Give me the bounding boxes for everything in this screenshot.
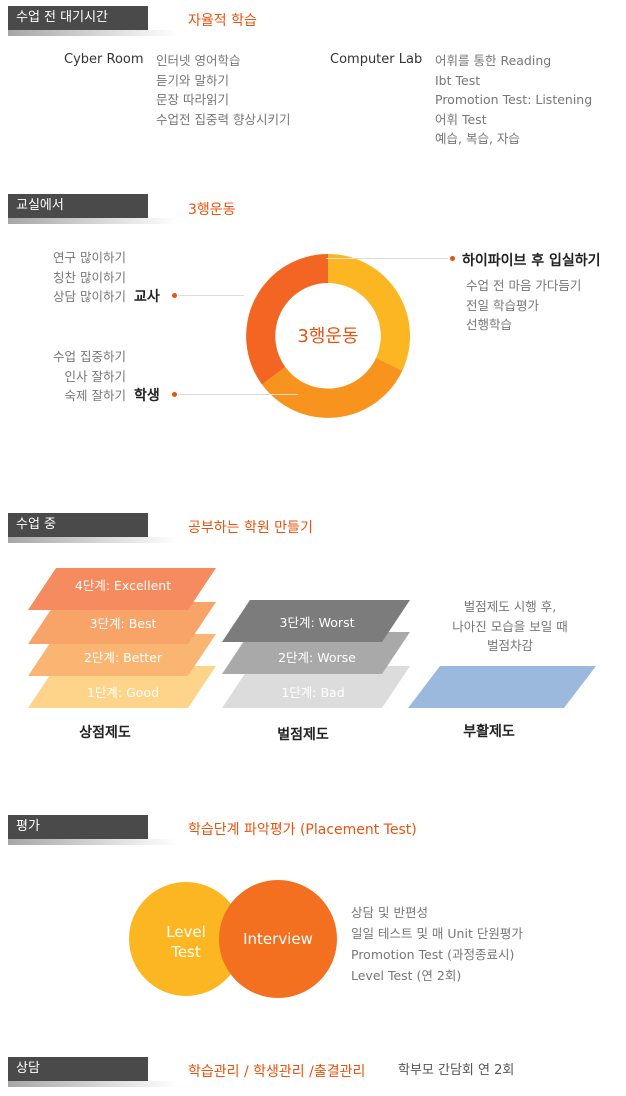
section-tab-during-class: 수업 중 [8, 513, 148, 537]
revival-description: 벌점제도 시행 후, 나아진 모습을 보일 때 벌점차감 [420, 597, 600, 656]
donut-chart [246, 254, 411, 418]
computer-lab-label: Computer Lab [330, 52, 423, 67]
tab-shadow [8, 537, 178, 543]
penalty-layer-3-label: 3단계: Worst [279, 615, 355, 630]
section-tab-label: 수업 중 [16, 517, 57, 532]
list-item: Promotion Test: Listening [435, 92, 593, 107]
text-line: 나아진 모습을 보일 때 [452, 618, 568, 634]
list-item: 연구 많이하기 [53, 250, 126, 265]
computer-lab-list: 어휘를 통한 Reading Ibt Test Promotion Test: … [435, 51, 592, 149]
section-tab-label: 평가 [16, 819, 40, 834]
list-item: Level Test (연 2회) [351, 968, 462, 983]
list-item: 어휘 Test [435, 111, 487, 127]
donut-center-label: 3행운동 [297, 326, 359, 347]
reward-layer-2-label: 2단계: Better [83, 650, 163, 665]
reward-layer-3 [28, 602, 216, 644]
section-title: 공부하는 학원 만들기 [188, 520, 313, 536]
interview-circle [219, 880, 337, 998]
section-tab-classroom: 교실에서 [8, 194, 148, 218]
list-item: 수업 집중하기 [53, 349, 126, 364]
text-line: 벌점제도 시행 후, [463, 599, 557, 614]
connector-line [178, 394, 298, 395]
reward-layer-4 [28, 568, 216, 610]
list-item: Promotion Test (과정종료시) [351, 947, 515, 962]
list-item: 칭찬 많이하기 [53, 269, 126, 285]
list-item: 전일 학습평가 [466, 297, 539, 313]
reward-system-label: 상점제도 [79, 725, 131, 741]
penalty-layer-3 [222, 600, 410, 642]
reward-layer-3-label: 3단계: Best [89, 616, 157, 631]
revival-layer [408, 666, 596, 708]
list-item: 수업 전 마음 가다듬기 [466, 278, 582, 293]
section-title: 학습단계 파악평가 (Placement Test) [188, 822, 417, 838]
list-item: Ibt Test [435, 72, 481, 88]
bullet-dot [172, 293, 177, 298]
text-line: Test [171, 943, 201, 961]
tab-shadow [8, 30, 178, 36]
text-line: Level [166, 923, 206, 941]
bullet-dot [172, 392, 177, 397]
list-item: 예습, 복습, 자습 [435, 131, 520, 146]
connector-line [178, 295, 244, 296]
penalty-layer-2-label: 2단계: Worse [278, 650, 356, 665]
section-tab-label: 교실에서 [16, 198, 64, 213]
cyber-room-label: Cyber Room [64, 52, 144, 67]
highfive-label: 하이파이브 후 입실하기 [462, 253, 601, 269]
reward-layer-1-label: 1단계: Good [86, 685, 160, 700]
student-label: 학생 [134, 388, 160, 404]
penalty-system-label: 벌점제도 [277, 727, 329, 743]
list-item: 듣기와 말하기 [156, 72, 229, 88]
penalty-layer-1-label: 1단계: Bad [281, 685, 345, 700]
section-title: 자율적 학습 [188, 13, 257, 29]
donut-segment-bottom [262, 358, 403, 418]
reward-layer-4-label: 4단계: Excellent [74, 578, 172, 593]
reward-layer-2 [28, 634, 216, 676]
list-item: 어휘를 통한 Reading [435, 53, 552, 68]
highfive-list: 수업 전 마음 가다듬기 전일 학습평가 선행학습 [466, 276, 581, 335]
penalty-stack [222, 600, 410, 708]
donut-segment-left [246, 254, 328, 385]
reward-layer-1 [28, 666, 216, 708]
list-item: 일일 테스트 및 매 Unit 단원평가 [351, 926, 523, 941]
list-item: 상담 및 반편성 [351, 905, 428, 920]
level-test-circle [129, 882, 243, 996]
list-item: 인사 잘하기 [64, 368, 126, 384]
section-tab-counseling: 상담 [8, 1057, 148, 1081]
teacher-label: 교사 [134, 289, 160, 305]
list-item: 숙제 잘하기 [64, 388, 126, 403]
penalty-layer-2 [222, 632, 410, 674]
evaluation-circles [129, 880, 337, 998]
evaluation-list: 상담 및 반편성 일일 테스트 및 매 Unit 단원평가 Promotion … [351, 902, 523, 986]
section-title: 3행운동 [188, 202, 236, 218]
cyber-room-list: 인터넷 영어학습 듣기와 말하기 문장 따라읽기 수업전 집중력 향상시키기 [156, 51, 290, 129]
student-list: 수업 집중하기 인사 잘하기 숙제 잘하기 [20, 347, 126, 406]
donut-segment-top [328, 254, 411, 371]
list-item: 상담 많이하기 [53, 289, 126, 304]
reward-stack [28, 568, 216, 708]
list-item: 수업전 집중력 향상시키기 [156, 111, 291, 127]
penalty-layer-1 [222, 666, 410, 708]
section-tab-evaluation: 평가 [8, 815, 148, 839]
section-title: 학습관리 / 학생관리 /출결관리 [188, 1064, 366, 1080]
interview-label: Interview [243, 930, 313, 948]
tab-shadow [8, 218, 178, 224]
bullet-dot [450, 256, 455, 261]
section-tab-label: 수업 전 대기시간 [16, 10, 108, 25]
list-item: 문장 따라읽기 [156, 92, 229, 107]
revival-plane [408, 666, 596, 708]
counseling-note: 학부모 간담회 연 2회 [398, 1063, 515, 1078]
level-test-label: Level Test [146, 922, 226, 962]
list-item: 인터넷 영어학습 [156, 53, 241, 68]
tab-shadow [8, 1081, 178, 1087]
revival-system-label: 부활제도 [463, 724, 515, 740]
tab-shadow [8, 839, 178, 845]
teacher-list: 연구 많이하기 칭찬 많이하기 상담 많이하기 [20, 248, 126, 307]
list-item: 선행학습 [466, 317, 513, 332]
connector-line [326, 258, 448, 259]
text-line: 벌점차감 [486, 638, 533, 653]
section-tab-label: 상담 [16, 1061, 40, 1076]
section-tab-before-class: 수업 전 대기시간 [8, 6, 148, 30]
